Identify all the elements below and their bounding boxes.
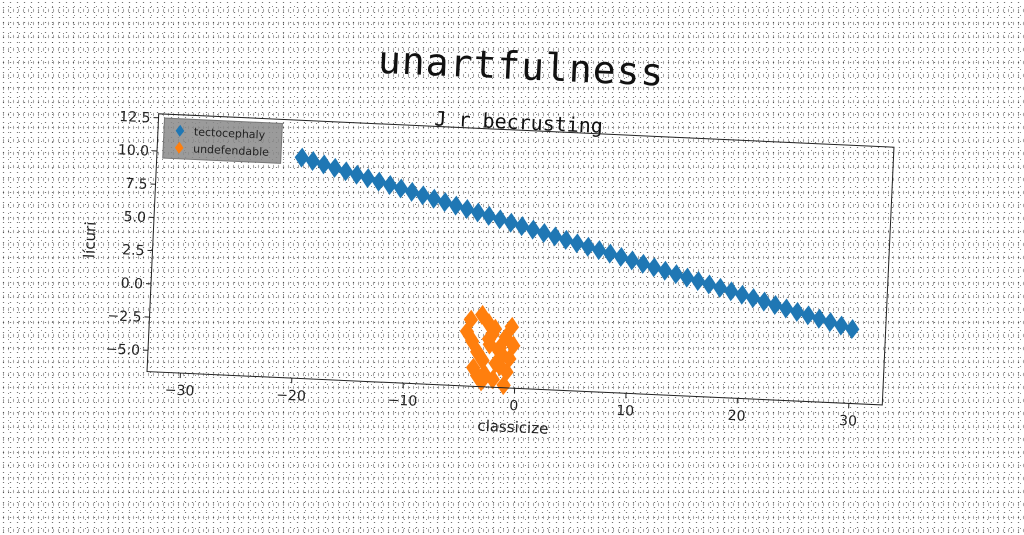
data-point: [536, 223, 551, 244]
y-axis: −5.0 −2.5 0.0 2.5 5.0 7.5 10.0 12.5: [106, 109, 159, 359]
data-point: [481, 206, 496, 227]
x-tick-label: 20: [727, 408, 746, 425]
y-tick-label: −2.5: [107, 308, 142, 326]
data-point: [360, 168, 375, 189]
data-point: [790, 302, 805, 323]
data-point: [382, 175, 397, 196]
data-point: [349, 164, 364, 185]
data-point: [823, 312, 838, 333]
data-point: [437, 192, 452, 213]
data-point: [712, 278, 727, 299]
data-point: [503, 212, 518, 233]
data-point: [459, 199, 474, 220]
x-tick-label: 30: [839, 413, 858, 430]
data-point: [470, 202, 485, 223]
data-point: [646, 257, 661, 278]
data-point: [679, 267, 694, 288]
data-point: [746, 288, 761, 309]
data-point: [415, 185, 430, 206]
y-axis-label: lícuri: [80, 221, 100, 258]
y-tick-label: 5.0: [123, 209, 146, 226]
legend: tectocephaly undefendable: [163, 118, 283, 163]
y-tick-label: 2.5: [122, 242, 145, 259]
y-tick-label: −5.0: [106, 341, 141, 359]
data-point: [635, 254, 650, 275]
data-point: [624, 250, 639, 271]
data-point: [371, 171, 386, 192]
x-tick-label: −10: [387, 393, 417, 410]
y-tick-label: 0.0: [120, 275, 143, 292]
data-point: [294, 147, 309, 168]
data-point: [327, 158, 342, 179]
x-tick-label: −30: [165, 382, 195, 399]
data-point: [569, 233, 584, 254]
x-tick-label: 10: [616, 403, 635, 420]
data-point: [316, 154, 331, 175]
data-point: [591, 240, 606, 261]
data-point: [657, 260, 672, 281]
data-point: [305, 151, 320, 172]
data-point: [547, 226, 562, 247]
series-undefendable: [457, 304, 522, 396]
data-point: [723, 281, 738, 302]
data-point: [801, 305, 816, 326]
x-axis-label: classicize: [477, 417, 549, 438]
y-tick-label: 7.5: [125, 176, 148, 193]
data-point: [492, 209, 507, 230]
data-point: [812, 308, 827, 329]
y-tick-label: 10.0: [117, 142, 149, 159]
x-tick-label: −20: [276, 387, 306, 404]
data-point: [525, 219, 540, 240]
data-point: [393, 178, 408, 199]
data-point: [668, 264, 683, 285]
data-point: [779, 298, 794, 319]
y-tick-label: 12.5: [119, 109, 151, 126]
data-point: [690, 271, 705, 292]
data-point: [602, 243, 617, 264]
data-point: [613, 247, 628, 268]
data-point: [834, 315, 849, 336]
data-point: [757, 291, 772, 312]
x-tick-label: 0: [509, 398, 519, 414]
data-point: [701, 274, 716, 295]
data-point: [768, 295, 783, 316]
data-point: [514, 216, 529, 237]
data-point: [580, 236, 595, 257]
data-point: [426, 188, 441, 209]
data-point: [734, 284, 749, 305]
series-tectocephaly: [288, 147, 867, 339]
data-point: [338, 161, 353, 182]
data-point: [558, 230, 573, 251]
data-point: [845, 319, 860, 340]
data-point: [404, 182, 419, 203]
data-point: [448, 195, 463, 216]
